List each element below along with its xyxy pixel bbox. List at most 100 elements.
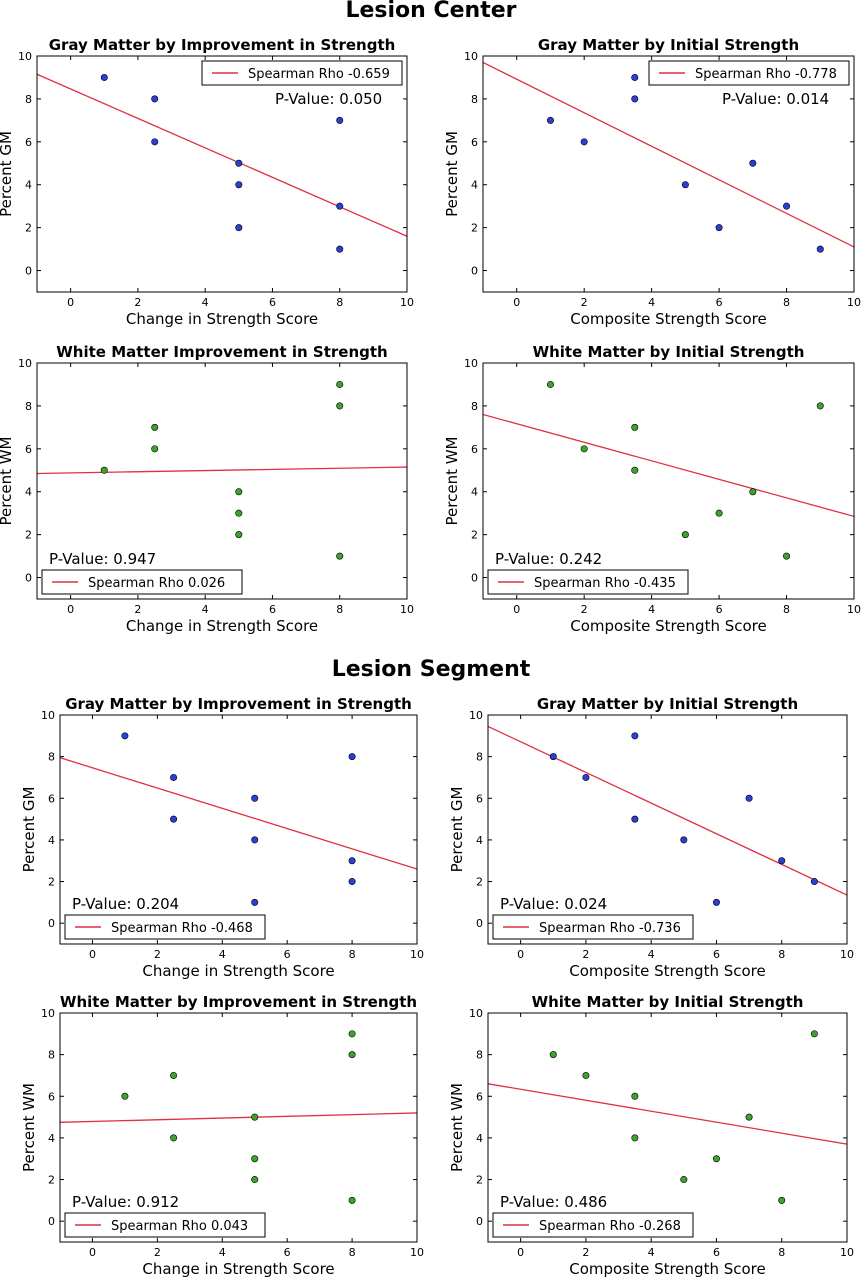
- section-title-lesion-segment: Lesion Segment: [331, 657, 531, 682]
- legend-label: Spearman Rho -0.468: [111, 921, 253, 936]
- p-value-label: P-Value: 0.024: [500, 895, 607, 913]
- p-value-label: P-Value: 0.204: [72, 895, 179, 913]
- data-point: [631, 95, 639, 103]
- data-point: [631, 1134, 639, 1142]
- x-tick-label: 4: [648, 603, 655, 616]
- data-point: [170, 1071, 178, 1079]
- x-tick-label: 0: [517, 1246, 524, 1259]
- y-tick-label: 10: [464, 50, 478, 63]
- data-point: [582, 1071, 590, 1079]
- y-tick-label: 10: [41, 709, 55, 722]
- y-tick-label: 0: [25, 572, 32, 585]
- data-point: [580, 138, 588, 146]
- x-tick-label: 8: [783, 603, 790, 616]
- y-tick-label: 6: [25, 443, 32, 456]
- x-tick-label: 10: [410, 1246, 424, 1259]
- x-tick-label: 0: [67, 603, 74, 616]
- x-tick-label: 0: [517, 948, 524, 961]
- y-tick-label: 0: [48, 1215, 55, 1228]
- x-tick-label: 4: [202, 603, 209, 616]
- data-point: [235, 181, 243, 189]
- y-axis-label: Percent GM: [448, 787, 466, 873]
- data-point: [170, 773, 178, 781]
- x-tick-label: 8: [778, 948, 785, 961]
- y-tick-label: 4: [25, 179, 32, 192]
- data-point: [336, 402, 344, 410]
- chart-title: White Matter by Initial Strength: [532, 993, 804, 1011]
- legend-label: Spearman Rho -0.659: [248, 67, 390, 82]
- p-value-label: P-Value: 0.014: [722, 90, 829, 108]
- legend-label: Spearman Rho 0.043: [111, 1219, 248, 1234]
- y-tick-label: 10: [469, 1007, 483, 1020]
- y-tick-label: 6: [476, 1090, 483, 1103]
- plot-frame: [487, 1012, 848, 1243]
- data-point: [151, 138, 159, 146]
- x-tick-label: 2: [134, 296, 141, 309]
- data-point: [121, 1092, 129, 1100]
- legend: Spearman Rho 0.026: [41, 569, 243, 595]
- y-tick-label: 8: [471, 400, 478, 413]
- data-point: [251, 1155, 259, 1163]
- x-tick-label: 2: [581, 603, 588, 616]
- data-point: [348, 1196, 356, 1204]
- plot-frame: [59, 1012, 418, 1243]
- chart-title: White Matter Improvement in Strength: [56, 343, 387, 361]
- chart-gm-improvement-center: Gray Matter by Improvement in Strength 0 2…: [0, 36, 414, 328]
- x-tick-label: 2: [154, 1246, 161, 1259]
- y-tick-label: 4: [48, 834, 55, 847]
- y-tick-label: 8: [25, 400, 32, 413]
- data-point: [631, 423, 639, 431]
- x-tick-label: 10: [847, 603, 861, 616]
- data-point: [546, 380, 554, 388]
- y-axis-label: Percent WM: [443, 437, 461, 526]
- y-tick-label: 6: [471, 136, 478, 149]
- x-tick-label: 6: [716, 603, 723, 616]
- data-point: [235, 488, 243, 496]
- p-value-label: P-Value: 0.912: [72, 1193, 179, 1211]
- data-point: [235, 224, 243, 232]
- data-point: [235, 159, 243, 167]
- plot-frame: [482, 55, 855, 293]
- data-point: [631, 732, 639, 740]
- x-tick-label: 2: [154, 948, 161, 961]
- legend: Spearman Rho -0.778: [648, 60, 850, 86]
- chart-wm-improvement-center: White Matter Improvement in Strength 0 2 4 6…: [0, 343, 414, 635]
- x-tick-label: 4: [202, 296, 209, 309]
- x-tick-label: 8: [336, 603, 343, 616]
- x-axis-label: Composite Strength Score: [569, 962, 766, 980]
- x-tick-label: 10: [840, 1246, 854, 1259]
- y-tick-label: 8: [25, 93, 32, 106]
- data-point: [810, 1030, 818, 1038]
- data-point: [816, 402, 824, 410]
- x-tick-label: 10: [840, 948, 854, 961]
- data-point: [749, 159, 757, 167]
- x-tick-label: 6: [713, 1246, 720, 1259]
- plot-frame: [482, 362, 855, 600]
- data-point: [151, 445, 159, 453]
- y-tick-label: 6: [476, 792, 483, 805]
- plot-frame: [487, 714, 848, 945]
- x-tick-label: 6: [269, 603, 276, 616]
- data-point: [348, 753, 356, 761]
- x-tick-label: 8: [783, 296, 790, 309]
- y-tick-label: 4: [25, 486, 32, 499]
- y-tick-label: 4: [471, 179, 478, 192]
- y-tick-label: 2: [476, 1174, 483, 1187]
- x-tick-label: 6: [269, 296, 276, 309]
- data-point: [580, 445, 588, 453]
- x-tick-label: 2: [582, 948, 589, 961]
- y-axis-label: Percent WM: [20, 1083, 38, 1172]
- fit-line: [37, 466, 407, 475]
- x-tick-label: 0: [89, 948, 96, 961]
- x-axis-label: Change in Strength Score: [142, 1260, 334, 1278]
- legend-label: Spearman Rho -0.268: [539, 1219, 681, 1234]
- x-axis-label: Composite Strength Score: [569, 1260, 766, 1278]
- x-tick-label: 4: [219, 948, 226, 961]
- x-axis-label: Change in Strength Score: [142, 962, 334, 980]
- data-point: [100, 466, 108, 474]
- data-point: [631, 815, 639, 823]
- data-point: [783, 202, 791, 210]
- y-axis-label: Percent GM: [20, 787, 38, 873]
- x-tick-label: 10: [400, 296, 414, 309]
- chart-gm-initial-center: Gray Matter by Initial Strength 0 2 4 6 8 10 0 2…: [443, 36, 861, 328]
